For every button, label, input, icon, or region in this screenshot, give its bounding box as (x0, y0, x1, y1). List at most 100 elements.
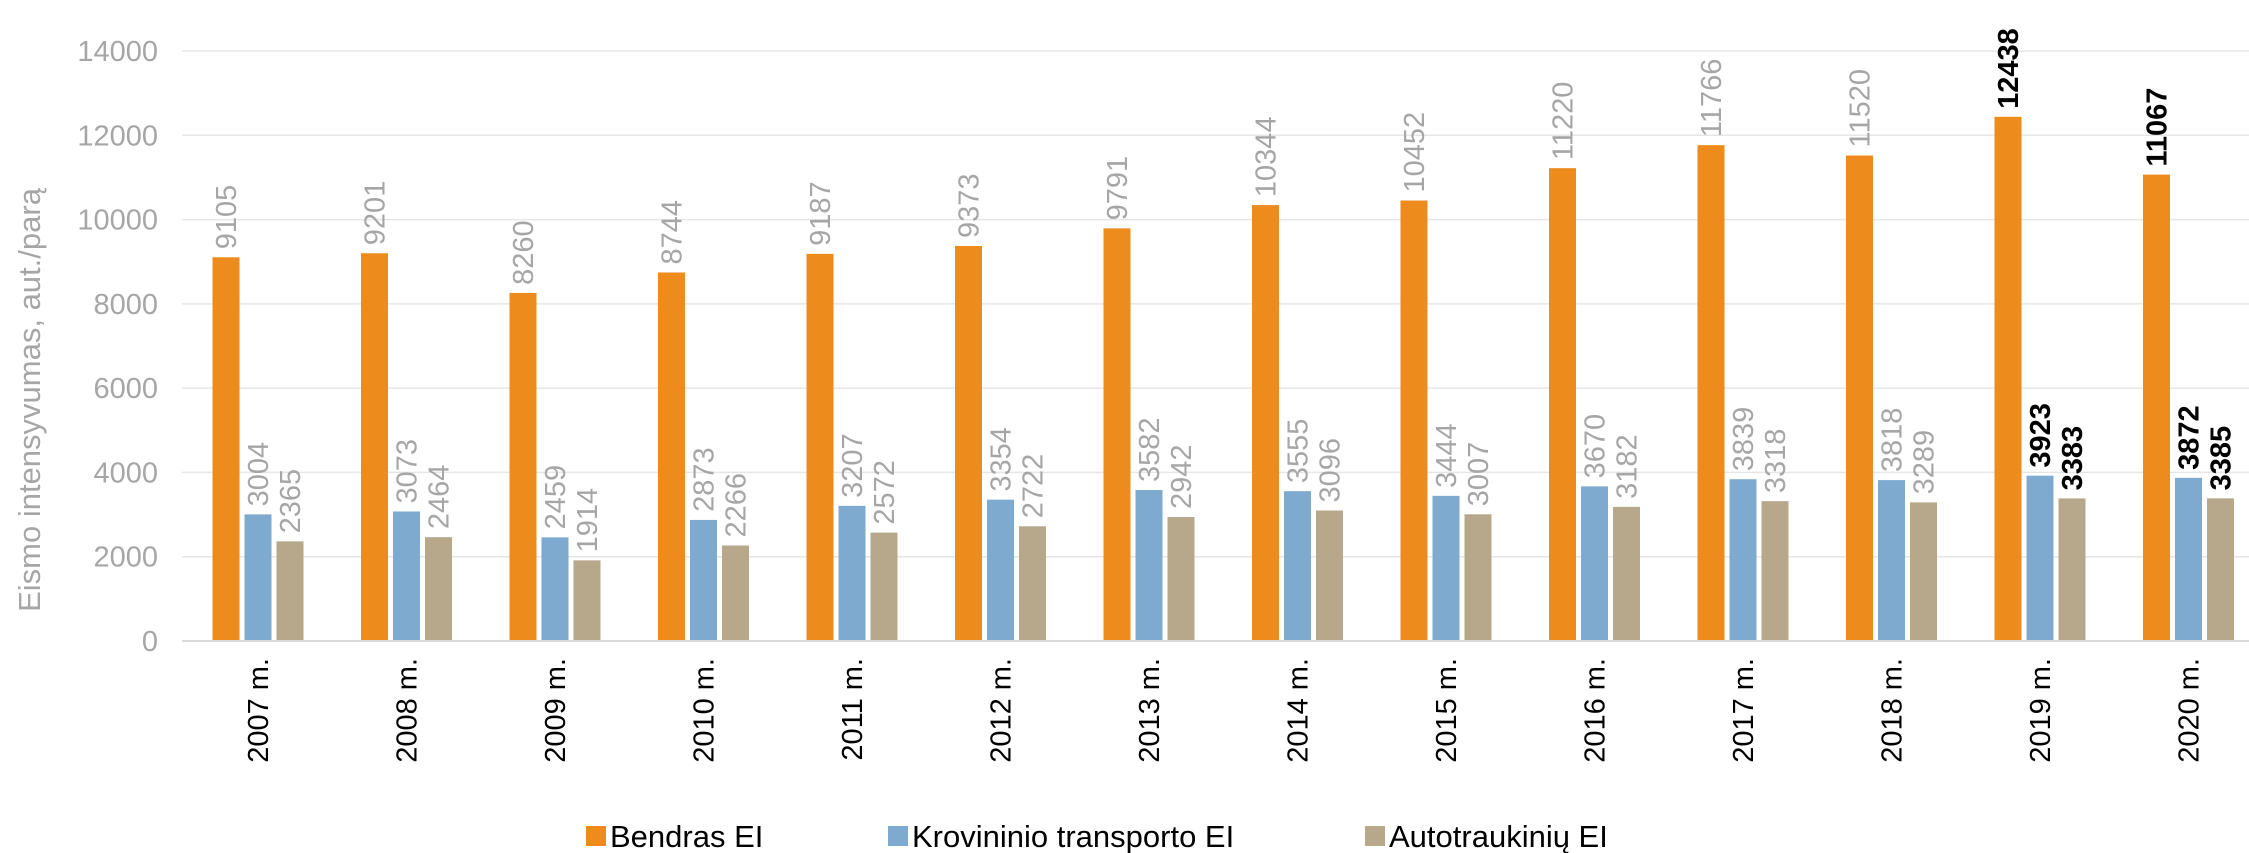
data-label: 9105 (211, 185, 243, 250)
bar (1135, 490, 1163, 641)
x-tick-label: 2009 m. (540, 658, 572, 763)
bar (244, 514, 272, 641)
bar (2143, 174, 2170, 642)
data-label: 2942 (1166, 445, 1198, 510)
bar (955, 245, 982, 641)
y-tick-label: 2000 (93, 542, 158, 574)
bar (1316, 510, 1343, 641)
x-tick-label: 2016 m. (1580, 658, 1612, 763)
x-tick-label: 2019 m. (2025, 658, 2057, 763)
y-tick-label: 10000 (77, 205, 158, 237)
data-label: 3582 (1134, 418, 1166, 483)
data-label: 3207 (837, 433, 869, 498)
data-label: 9791 (1102, 156, 1134, 221)
data-label: 3818 (1877, 408, 1909, 473)
bar (1878, 480, 1905, 641)
data-label: 3385 (2206, 426, 2238, 491)
legend-label: Autotraukinių EI (1389, 819, 1608, 853)
bar (1729, 479, 1757, 641)
bar (1846, 155, 1873, 641)
bar (212, 257, 240, 641)
bar (509, 292, 537, 641)
data-label: 3923 (2025, 403, 2057, 468)
bar (1994, 116, 2022, 641)
data-label: 3289 (1909, 430, 1941, 495)
data-label: 10452 (1399, 112, 1431, 193)
bar (2207, 498, 2234, 641)
bar (1167, 517, 1195, 641)
y-tick-label: 12000 (77, 120, 158, 152)
data-label: 11520 (1845, 69, 1877, 148)
bar (2026, 475, 2054, 641)
bar (2058, 498, 2086, 641)
data-label: 11067 (2142, 88, 2174, 167)
data-label: 1914 (572, 488, 604, 553)
x-tick-label: 2014 m. (1283, 658, 1315, 763)
x-tick-label: 2011 m. (837, 658, 869, 761)
y-tick-label: 4000 (93, 457, 158, 489)
data-label: 11766 (1696, 59, 1728, 138)
bar (838, 505, 866, 641)
bar (1432, 495, 1460, 641)
x-tick-label: 2008 m. (392, 658, 424, 763)
data-label: 3096 (1315, 438, 1347, 503)
bar (1613, 506, 1640, 641)
bar (425, 537, 452, 641)
x-tick-label: 2010 m. (689, 658, 721, 763)
data-label: 3670 (1580, 414, 1612, 479)
bar (806, 253, 834, 642)
data-label: 3872 (2174, 405, 2206, 470)
y-tick-label: 0 (142, 626, 158, 658)
bar (393, 511, 420, 641)
data-label: 3354 (986, 427, 1018, 492)
data-label: 9187 (805, 181, 837, 246)
bar (1581, 486, 1608, 641)
data-label: 3182 (1612, 434, 1644, 499)
data-label: 12438 (1993, 28, 2025, 109)
data-label: 3073 (392, 439, 424, 504)
data-label: 3004 (243, 442, 275, 507)
bar (2175, 477, 2202, 641)
x-tick-label: 2013 m. (1134, 658, 1166, 763)
data-label: 10344 (1251, 116, 1283, 197)
y-axis-ticks: 0 2000 4000 6000 8000 10000 12000 14000 (77, 36, 158, 658)
bar (361, 253, 388, 641)
x-tick-label: 2020 m. (2174, 658, 2206, 763)
legend-swatch (888, 826, 908, 846)
y-axis-label: Eismo intensyvumas, aut./parą (12, 187, 47, 612)
data-label: 3444 (1431, 423, 1463, 488)
data-label: 2266 (721, 473, 753, 538)
data-label: 8744 (657, 200, 689, 265)
data-label: 9201 (360, 181, 392, 246)
legend-label: Bendras EI (610, 819, 763, 853)
x-tick-label: 2017 m. (1728, 658, 1760, 763)
bar (573, 560, 601, 641)
bar (1103, 228, 1131, 642)
legend-swatch (1365, 826, 1385, 846)
data-label: 2722 (1018, 454, 1050, 519)
bar (1464, 514, 1492, 641)
data-label: 3318 (1760, 429, 1792, 494)
data-label: 8260 (508, 220, 540, 285)
data-label: 2464 (424, 465, 456, 530)
x-tick-label: 2007 m. (243, 658, 275, 763)
x-axis-ticks: 2007 m. 2008 m. 2009 m. 2010 m. 2011 m. 2012 … (243, 658, 2206, 763)
data-label: 3383 (2057, 426, 2089, 491)
bar (987, 499, 1014, 641)
data-label: 3555 (1283, 419, 1315, 484)
bar (722, 545, 749, 641)
bar (276, 541, 304, 641)
bars (212, 116, 2234, 642)
bar (1549, 168, 1576, 641)
bar (658, 272, 685, 641)
bar (1400, 200, 1428, 641)
bar (541, 537, 569, 641)
y-tick-label: 8000 (93, 289, 158, 321)
bar (1910, 502, 1937, 641)
y-tick-label: 6000 (93, 373, 158, 405)
legend-swatch (586, 826, 606, 846)
bar (1284, 491, 1311, 641)
x-tick-label: 2018 m. (1877, 658, 1909, 763)
bar (1252, 205, 1279, 641)
